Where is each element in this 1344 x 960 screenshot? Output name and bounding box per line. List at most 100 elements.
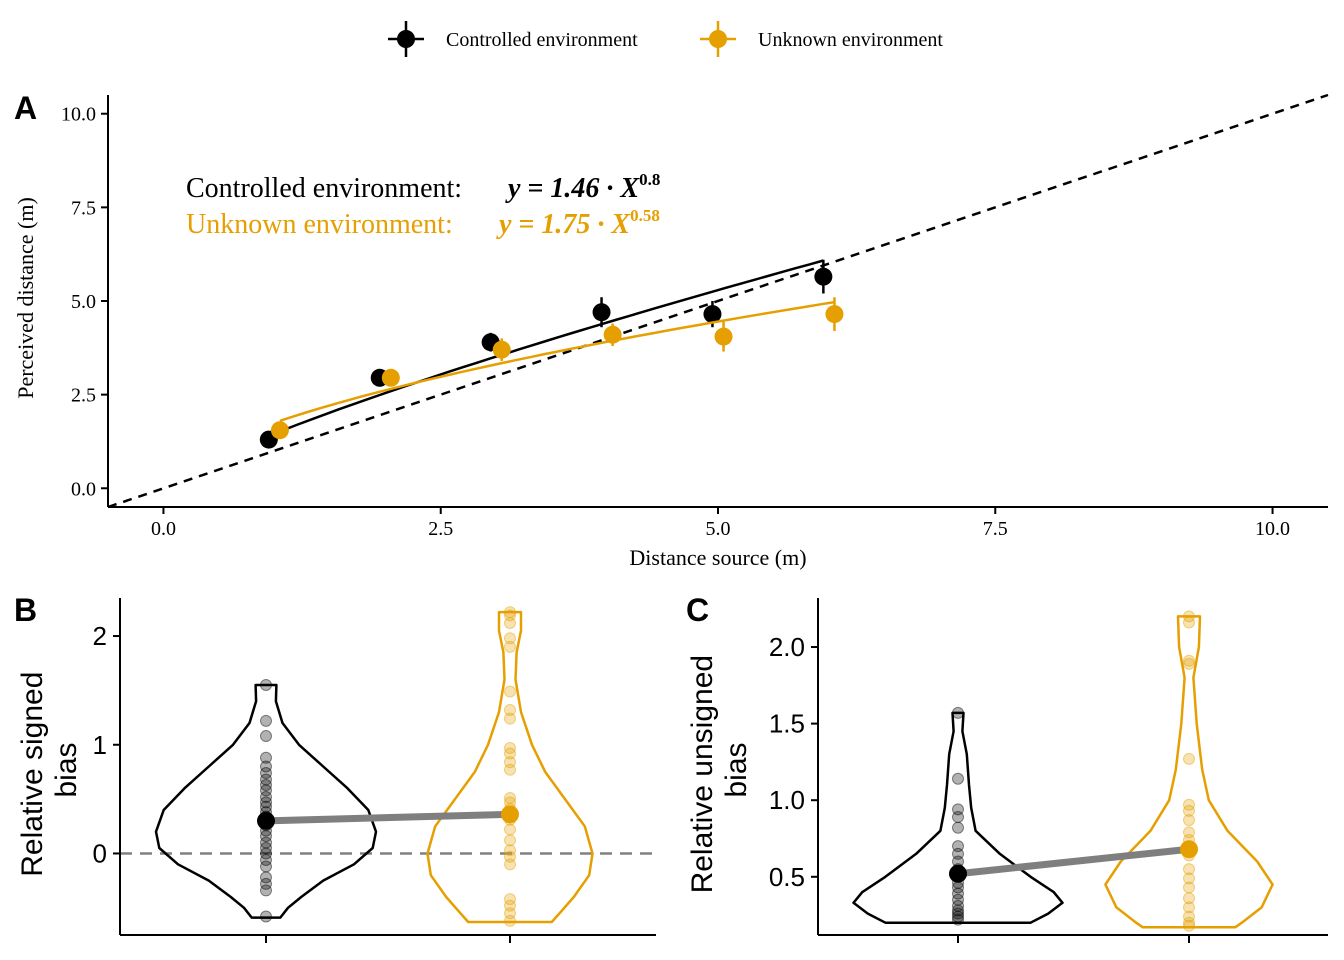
observation-point-unknown	[1183, 616, 1195, 629]
identity-reference-line	[107, 93, 1329, 509]
observation-point-unknown	[1183, 916, 1195, 929]
violin-controlled	[852, 711, 1064, 924]
x-tick-label: 2.5	[428, 518, 453, 540]
panel-a: A 0.0 2.5 5.0 7.5 10.0 0.0 2.5 5.0 7.5 10.0 Dist…	[13, 90, 1329, 570]
data-point-unknown	[714, 327, 733, 346]
observation-point-unknown	[504, 823, 516, 836]
observation-point-controlled	[952, 913, 964, 926]
violin-unknown	[426, 610, 594, 924]
observation-point-unknown	[1183, 872, 1195, 885]
observation-point-controlled	[952, 907, 964, 920]
mean-connector-line	[954, 845, 1193, 878]
observation-point-controlled	[260, 778, 272, 791]
observation-point-unknown	[504, 756, 516, 769]
panel-c-y-axis-label-line-2: bias	[720, 742, 753, 797]
observation-point-controlled	[952, 803, 964, 816]
observation-point-controlled	[952, 821, 964, 834]
panel-c: C 0.5 1.0 1.5 2.0 Relative unsigned bias	[686, 592, 1328, 943]
observation-point-unknown	[1183, 657, 1195, 670]
annotation-unknown-exponent: 0.58	[630, 206, 660, 225]
observation-point-controlled	[260, 853, 272, 866]
observation-point-unknown	[504, 893, 516, 906]
legend-controlled-label: Controlled environment	[446, 29, 638, 51]
annotation-controlled-equation-body: y = 1.46 · X	[505, 173, 640, 204]
observation-point-controlled	[260, 790, 272, 803]
observation-point-controlled	[260, 910, 272, 923]
panel-b-plot-area	[120, 606, 656, 927]
violin-unknown	[1104, 615, 1274, 929]
observation-point-controlled	[260, 760, 272, 773]
panel-c-y-axis-label-line-1: Relative unsigned	[686, 655, 719, 894]
panel-a-y-ticks: 0.0 2.5 5.0 7.5 10.0	[61, 104, 108, 500]
legend-unknown-label: Unknown environment	[758, 29, 943, 51]
data-point-unknown	[603, 325, 622, 344]
fit-line-controlled	[268, 259, 824, 437]
panel-b-y-ticks: 0 1 2	[93, 621, 511, 943]
y-tick-label: 0.5	[769, 862, 805, 892]
y-tick-label: 1.0	[769, 785, 805, 815]
data-point-unknown	[270, 421, 289, 440]
observation-point-unknown	[504, 907, 516, 920]
fit-line-unknown	[279, 300, 835, 422]
observation-point-unknown	[1183, 752, 1195, 765]
observation-point-controlled	[260, 871, 272, 884]
annotation-controlled-exponent: 0.8	[639, 170, 660, 189]
x-tick-label: 0.0	[151, 518, 176, 540]
observation-point-unknown	[1183, 610, 1195, 623]
observation-point-controlled	[952, 772, 964, 785]
observation-point-unknown	[504, 763, 516, 776]
observation-point-controlled	[260, 830, 272, 843]
observation-point-unknown	[504, 834, 516, 847]
observation-point-unknown	[1183, 910, 1195, 923]
observation-point-unknown	[1183, 814, 1195, 827]
observation-point-controlled	[260, 714, 272, 727]
legend: Controlled environment Unknown environme…	[388, 21, 943, 57]
legend-item-unknown: Unknown environment	[700, 21, 943, 57]
observation-point-controlled	[952, 910, 964, 923]
data-point-controlled	[592, 303, 611, 322]
observation-point-unknown	[1183, 892, 1195, 905]
y-tick-label: 0.0	[71, 478, 96, 500]
data-point-controlled	[814, 267, 833, 286]
annotation-controlled: Controlled environment: y = 1.46 · X0.8	[186, 170, 660, 204]
y-tick-label: 7.5	[71, 197, 96, 219]
observation-point-unknown	[504, 685, 516, 698]
annotation-controlled-equation: y = 1.46 · X0.8	[505, 170, 660, 204]
observation-point-controlled	[260, 796, 272, 809]
violin-controlled	[154, 683, 378, 919]
y-tick-label: 10.0	[61, 104, 96, 126]
observation-point-unknown	[504, 850, 516, 863]
data-point-unknown	[825, 305, 844, 324]
annotation-unknown-equation-body: y = 1.75 · X	[496, 209, 631, 240]
observation-point-unknown	[504, 712, 516, 725]
observation-point-controlled	[260, 784, 272, 797]
observation-point-unknown	[504, 640, 516, 653]
x-tick-label: 10.0	[1255, 518, 1290, 540]
panel-a-tag: A	[14, 90, 37, 126]
annotation-unknown-label: Unknown environment:	[186, 209, 453, 240]
y-tick-label: 2.5	[71, 385, 96, 407]
observation-point-unknown	[1183, 798, 1195, 811]
panel-c-y-ticks: 0.5 1.0 1.5 2.0	[769, 632, 1190, 943]
observation-point-controlled	[260, 773, 272, 786]
mean-point-unknown	[1180, 840, 1198, 859]
panel-c-tag: C	[686, 592, 709, 628]
mean-point-controlled	[949, 864, 967, 883]
observation-point-controlled	[260, 751, 272, 764]
observation-point-controlled	[952, 847, 964, 860]
observation-point-unknown	[504, 792, 516, 805]
observation-point-unknown	[504, 858, 516, 871]
observation-point-controlled	[260, 847, 272, 860]
x-tick-label: 7.5	[983, 518, 1008, 540]
observation-point-unknown	[504, 617, 516, 630]
observation-point-unknown	[1183, 654, 1195, 667]
observation-point-controlled	[952, 840, 964, 853]
data-point-unknown	[381, 368, 400, 387]
observation-point-controlled	[260, 767, 272, 780]
observation-point-controlled	[952, 811, 964, 824]
legend-controlled-marker	[397, 30, 415, 48]
y-tick-label: 0	[93, 838, 107, 868]
y-tick-label: 5.0	[71, 291, 96, 313]
panel-b-y-axis-label-line-1: Relative signed	[16, 672, 49, 877]
panel-a-x-ticks: 0.0 2.5 5.0 7.5 10.0	[151, 507, 1290, 540]
